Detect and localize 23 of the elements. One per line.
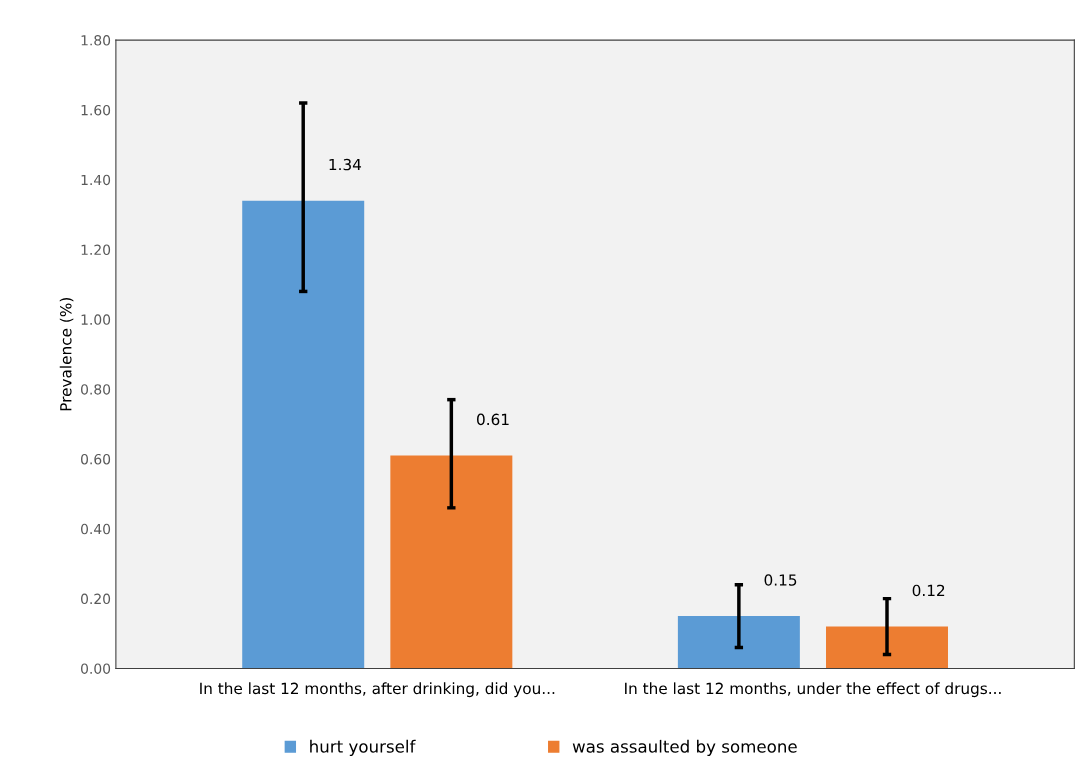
y-tick-label: 1.20: [81, 244, 111, 256]
bar: [242, 200, 365, 669]
data-label: 1.34: [329, 158, 362, 171]
bar: [390, 455, 513, 669]
data-label: 0.12: [912, 584, 945, 597]
y-tick-label: 0.60: [81, 453, 111, 465]
data-label: 0.61: [477, 413, 509, 426]
legend-label: hurt yourself: [310, 739, 416, 756]
y-tick-label: 1.40: [81, 174, 111, 186]
bar: [826, 626, 948, 669]
legend-label: was assaulted by someone: [572, 739, 797, 756]
y-tick-label: 1.60: [81, 104, 111, 116]
bar: [677, 616, 800, 669]
x-tick-label: In the last 12 months, after drinking, did you...: [200, 682, 555, 698]
y-axis-title: Prevalence (%): [59, 298, 74, 411]
y-tick-label: 0.20: [81, 593, 111, 605]
x-tick-label: In the last 12 months, under the effect of drugs...: [625, 682, 1001, 698]
y-tick-label: 1.00: [81, 314, 111, 325]
y-tick-label: 1.80: [81, 35, 111, 46]
y-tick-label: 0.80: [81, 384, 111, 395]
data-label: 0.15: [764, 574, 797, 586]
y-tick-label: 0.00: [81, 663, 111, 674]
y-tick-label: 0.40: [81, 523, 111, 535]
